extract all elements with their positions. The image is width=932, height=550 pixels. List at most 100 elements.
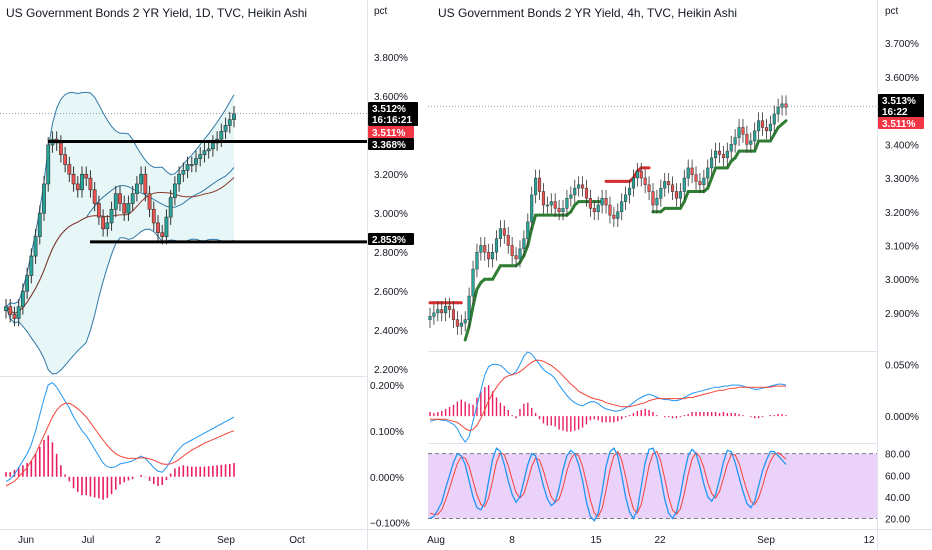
- left-price-pane[interactable]: [0, 91, 367, 375]
- left-y-tick-label: 2.200%: [374, 365, 408, 376]
- candle-body: [682, 177, 686, 192]
- supertrend-segment: [526, 227, 534, 247]
- candle-body: [432, 312, 436, 317]
- signal-line: [5, 402, 235, 487]
- candle-body: [608, 204, 612, 216]
- candle-body: [58, 142, 63, 156]
- candle-body: [210, 142, 215, 150]
- left-macd-tick-label: 0.200%: [370, 381, 404, 392]
- candle-body: [96, 203, 101, 218]
- candle-body: [733, 137, 737, 145]
- candle-body: [670, 184, 675, 192]
- right-stochrsi-tick-label: 40.00: [885, 493, 910, 504]
- candle-body: [113, 193, 118, 210]
- left-resistance-tag-box: [368, 138, 414, 150]
- right-last-price-tag-text: 3.513%: [882, 96, 916, 107]
- candle-body: [101, 216, 106, 230]
- left-chart-title: US Government Bonds 2 YR Yield, 1D, TVC,…: [6, 6, 307, 20]
- right-y-tick-label: 3.300%: [885, 174, 919, 185]
- right-y-tick-label: 3.400%: [885, 140, 919, 151]
- candle-body: [232, 113, 236, 120]
- left-support-tag-text: 2.853%: [372, 235, 406, 246]
- right-x-tick-label: Sep: [757, 535, 775, 546]
- candle-body: [522, 238, 526, 250]
- candle-body: [459, 322, 463, 327]
- left-support-tag-box: [368, 233, 414, 245]
- candle-body: [471, 268, 475, 297]
- candle-body: [177, 173, 182, 185]
- axes: 3.800% 3.600% 3.400% 3.200% 3.000% 2.800% 2.60…: [18, 39, 919, 546]
- left-x-tick-label: Oct: [289, 535, 305, 546]
- candle-body: [134, 183, 139, 195]
- candle-body: [4, 306, 8, 311]
- candle-body: [526, 221, 530, 239]
- candle-body: [655, 198, 659, 206]
- candle-body: [549, 201, 553, 206]
- candle-body: [534, 177, 538, 196]
- candle-body: [147, 193, 152, 210]
- right-macd-pane[interactable]: [429, 351, 787, 443]
- candle-body: [448, 305, 452, 310]
- left-close-price-tag-text: 3.511%: [372, 128, 405, 139]
- candle-body: [561, 208, 565, 213]
- candle-body: [714, 150, 718, 159]
- candle-body: [717, 150, 722, 155]
- candle-body: [651, 191, 655, 206]
- candle-body: [545, 204, 549, 207]
- candle-body: [757, 120, 761, 132]
- candle-body: [219, 131, 224, 140]
- candle-body: [37, 212, 42, 237]
- candle-body: [440, 309, 444, 314]
- candle-body: [463, 319, 467, 324]
- left-last-price-tag-box: [368, 102, 418, 126]
- right-macd-tick-label: 0.000%: [885, 412, 919, 423]
- candle-body: [729, 144, 733, 152]
- left-close-price-tag: 3.511%: [368, 126, 414, 139]
- candle-body: [75, 183, 80, 191]
- candle-body: [674, 191, 679, 199]
- candle-body: [780, 103, 784, 108]
- left-y-tick-label: 3.600%: [374, 92, 408, 103]
- candle-body: [156, 222, 160, 233]
- right-y-tick-label: 3.000%: [885, 275, 919, 286]
- candle-body: [702, 177, 706, 186]
- right-stochrsi-pane[interactable]: [428, 447, 877, 522]
- candle-body: [518, 248, 522, 260]
- candle-body: [502, 228, 506, 236]
- right-axis-unit: pct: [885, 6, 899, 17]
- left-x-tick-label: Sep: [217, 535, 235, 546]
- supertrend-segment: [522, 243, 530, 258]
- right-price-pane[interactable]: [428, 95, 877, 342]
- candle-body: [172, 183, 177, 198]
- candle-body: [206, 148, 211, 152]
- supertrend-segment: [753, 139, 761, 153]
- candle-body: [84, 173, 89, 179]
- candle-body: [706, 167, 710, 179]
- candle-body: [63, 154, 68, 165]
- candle-body: [151, 208, 156, 224]
- candle-body: [541, 191, 546, 206]
- left-y-tick-label: 3.000%: [374, 209, 408, 220]
- candle-body: [46, 144, 51, 185]
- candle-body: [71, 173, 76, 185]
- candle-body: [483, 245, 487, 253]
- right-y-tick-label: 3.600%: [885, 73, 919, 84]
- candle-body: [122, 203, 127, 214]
- candle-body: [198, 154, 203, 159]
- candle-body: [663, 181, 667, 189]
- supertrend-segment: [530, 213, 538, 231]
- candle-body: [105, 222, 110, 230]
- candle-body: [620, 201, 624, 213]
- supertrend-segment: [471, 287, 479, 308]
- candle-body: [616, 211, 620, 219]
- candle-body: [698, 181, 702, 186]
- supertrend-segment: [710, 166, 718, 180]
- candle-body: [776, 106, 780, 115]
- left-resistance-tag-text: 3.368%: [372, 140, 406, 151]
- candle-body: [8, 306, 13, 315]
- candle-body: [530, 194, 534, 223]
- right-macd-tick-label: 0.050%: [885, 360, 919, 371]
- left-macd-pane[interactable]: [5, 381, 235, 500]
- stochrsi-k-line: [429, 447, 787, 522]
